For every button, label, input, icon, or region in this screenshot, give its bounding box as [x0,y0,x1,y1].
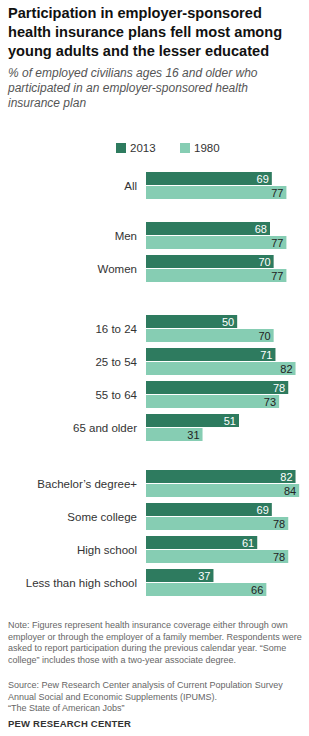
bar [146,172,272,185]
data-label: 71 [260,349,272,361]
data-label: 77 [271,270,283,282]
bar [146,362,296,375]
data-labels: 6968705071785182696137777777708273318478… [187,173,296,596]
source-line: “The State of American Jobs” [8,703,302,715]
bar [146,315,237,328]
bar [146,329,274,342]
data-label: 69 [257,504,269,516]
category-label: Bachelor’s degree+ [37,478,137,490]
data-label: 66 [251,584,263,596]
bar [146,503,272,516]
legend: 2013 1980 [116,142,220,154]
bar [146,536,257,549]
data-label: 70 [258,256,270,268]
legend-label: 2013 [130,142,156,154]
category-label: 65 and older [73,422,137,434]
footer: PEW RESEARCH CENTER [8,718,302,729]
category-label: 25 to 54 [95,356,137,368]
category-label: Less than high school [26,577,137,589]
legend-swatch [116,143,126,153]
category-labels: All Men Women 16 to 24 25 to 54 55 to 64 65 an… [26,180,138,589]
category-label: All [124,180,137,192]
bar [146,236,286,249]
bar [146,583,266,596]
chart: 2013 1980 All Men Women 16 to 24 25 to 54 55 to… [0,0,309,736]
data-label: 77 [271,237,283,249]
bar [146,414,239,427]
bar [146,186,286,199]
data-label: 70 [258,330,270,342]
source: Source: Pew Research Center analysis of … [8,680,302,715]
data-label: 68 [255,223,267,235]
note: Note: Figures represent health insurance… [8,620,302,666]
bar [146,255,274,268]
category-label: 16 to 24 [95,323,137,335]
data-label: 82 [280,471,292,483]
category-label: 55 to 64 [95,389,137,401]
data-label: 78 [273,518,285,530]
legend-label: 1980 [194,142,220,154]
bar [146,222,270,235]
bar [146,348,275,361]
subtitle: % of employed civilians ages 16 and olde… [8,66,302,111]
bar [146,517,288,530]
bar [146,569,213,582]
bars [146,172,299,596]
data-label: 78 [273,382,285,394]
data-label: 50 [222,316,234,328]
bar [146,484,299,497]
data-label: 84 [284,485,296,497]
bar [146,428,203,441]
data-label: 31 [187,429,199,441]
bar [146,395,279,408]
source-line: Source: Pew Research Center analysis of … [8,680,302,703]
data-label: 37 [198,570,210,582]
data-label: 51 [224,415,236,427]
data-label: 73 [264,396,276,408]
data-label: 77 [271,187,283,199]
data-label: 82 [280,363,292,375]
data-label: 61 [242,537,254,549]
data-label: 69 [257,173,269,185]
legend-swatch [180,143,190,153]
bar [146,269,286,282]
category-label: Some college [67,511,137,523]
category-label: High school [77,544,137,556]
category-label: Men [115,230,137,242]
bar [146,470,296,483]
bar [146,381,288,394]
title: Participation in employer-sponsored heal… [8,4,302,61]
category-label: Women [98,263,137,275]
bar [146,550,288,563]
data-label: 78 [273,551,285,563]
